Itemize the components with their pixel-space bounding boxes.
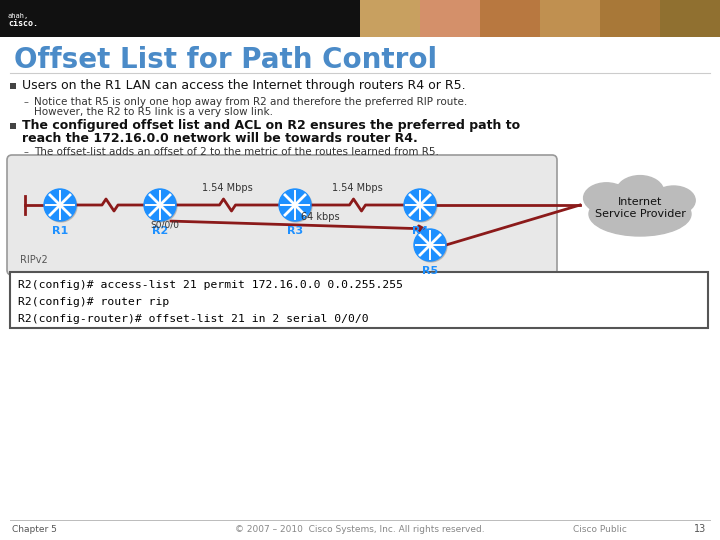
Text: R2(config)# access-list 21 permit 172.16.0.0 0.0.255.255: R2(config)# access-list 21 permit 172.16…	[18, 280, 403, 290]
Ellipse shape	[636, 194, 672, 218]
FancyBboxPatch shape	[7, 155, 557, 275]
FancyBboxPatch shape	[660, 0, 720, 37]
Text: S0/0/0: S0/0/0	[150, 220, 179, 229]
Text: R2(config)# router rip: R2(config)# router rip	[18, 297, 169, 307]
Text: –: –	[24, 97, 29, 107]
Text: Cisco Public: Cisco Public	[573, 524, 627, 534]
FancyBboxPatch shape	[360, 0, 420, 37]
Text: R2(config-router)# offset-list 21 in 2 serial 0/0/0: R2(config-router)# offset-list 21 in 2 s…	[18, 314, 369, 324]
Circle shape	[145, 190, 177, 222]
FancyBboxPatch shape	[540, 0, 600, 37]
Text: © 2007 – 2010  Cisco Systems, Inc. All rights reserved.: © 2007 – 2010 Cisco Systems, Inc. All ri…	[235, 524, 485, 534]
FancyBboxPatch shape	[420, 0, 480, 37]
Circle shape	[144, 189, 176, 221]
Text: reach the 172.16.0.0 network will be towards router R4.: reach the 172.16.0.0 network will be tow…	[22, 132, 418, 145]
Text: 13: 13	[694, 524, 706, 534]
Text: R5: R5	[422, 266, 438, 276]
Text: 1.54 Mbps: 1.54 Mbps	[332, 183, 382, 193]
Text: ahah,: ahah,	[8, 13, 30, 19]
Text: –: –	[24, 147, 29, 157]
Text: The configured offset list and ACL on R2 ensures the preferred path to: The configured offset list and ACL on R2…	[22, 118, 520, 132]
Text: cisco.: cisco.	[8, 19, 38, 29]
Circle shape	[415, 230, 447, 262]
FancyBboxPatch shape	[0, 0, 720, 37]
Text: Chapter 5: Chapter 5	[12, 524, 57, 534]
Circle shape	[414, 229, 446, 261]
Text: RIPv2: RIPv2	[20, 255, 48, 265]
FancyBboxPatch shape	[600, 0, 660, 37]
Ellipse shape	[589, 192, 691, 236]
Text: Offset List for Path Control: Offset List for Path Control	[14, 46, 437, 74]
Text: R3: R3	[287, 226, 303, 236]
Circle shape	[280, 190, 312, 222]
Text: R1: R1	[52, 226, 68, 236]
Text: Notice that R5 is only one hop away from R2 and therefore the preferred RIP rout: Notice that R5 is only one hop away from…	[34, 97, 467, 107]
Text: However, the R2 to R5 link is a very slow link.: However, the R2 to R5 link is a very slo…	[34, 107, 273, 117]
FancyBboxPatch shape	[10, 83, 16, 89]
Text: R2: R2	[152, 226, 168, 236]
Circle shape	[45, 190, 77, 222]
FancyBboxPatch shape	[10, 272, 708, 328]
Text: 1.54 Mbps: 1.54 Mbps	[202, 183, 253, 193]
Text: R4: R4	[412, 226, 428, 236]
Ellipse shape	[607, 192, 649, 220]
Ellipse shape	[584, 183, 629, 213]
Circle shape	[404, 189, 436, 221]
Circle shape	[405, 190, 437, 222]
FancyBboxPatch shape	[480, 0, 540, 37]
Ellipse shape	[616, 176, 664, 209]
Text: 64 kbps: 64 kbps	[301, 212, 339, 222]
Circle shape	[44, 189, 76, 221]
FancyBboxPatch shape	[10, 123, 16, 129]
Text: The offset-list adds an offset of 2 to the metric of the routes learned from R5.: The offset-list adds an offset of 2 to t…	[34, 147, 439, 157]
Ellipse shape	[652, 186, 696, 215]
Text: Internet
Service Provider: Internet Service Provider	[595, 197, 685, 219]
Circle shape	[279, 189, 311, 221]
Text: Users on the R1 LAN can access the Internet through routers R4 or R5.: Users on the R1 LAN can access the Inter…	[22, 79, 466, 92]
